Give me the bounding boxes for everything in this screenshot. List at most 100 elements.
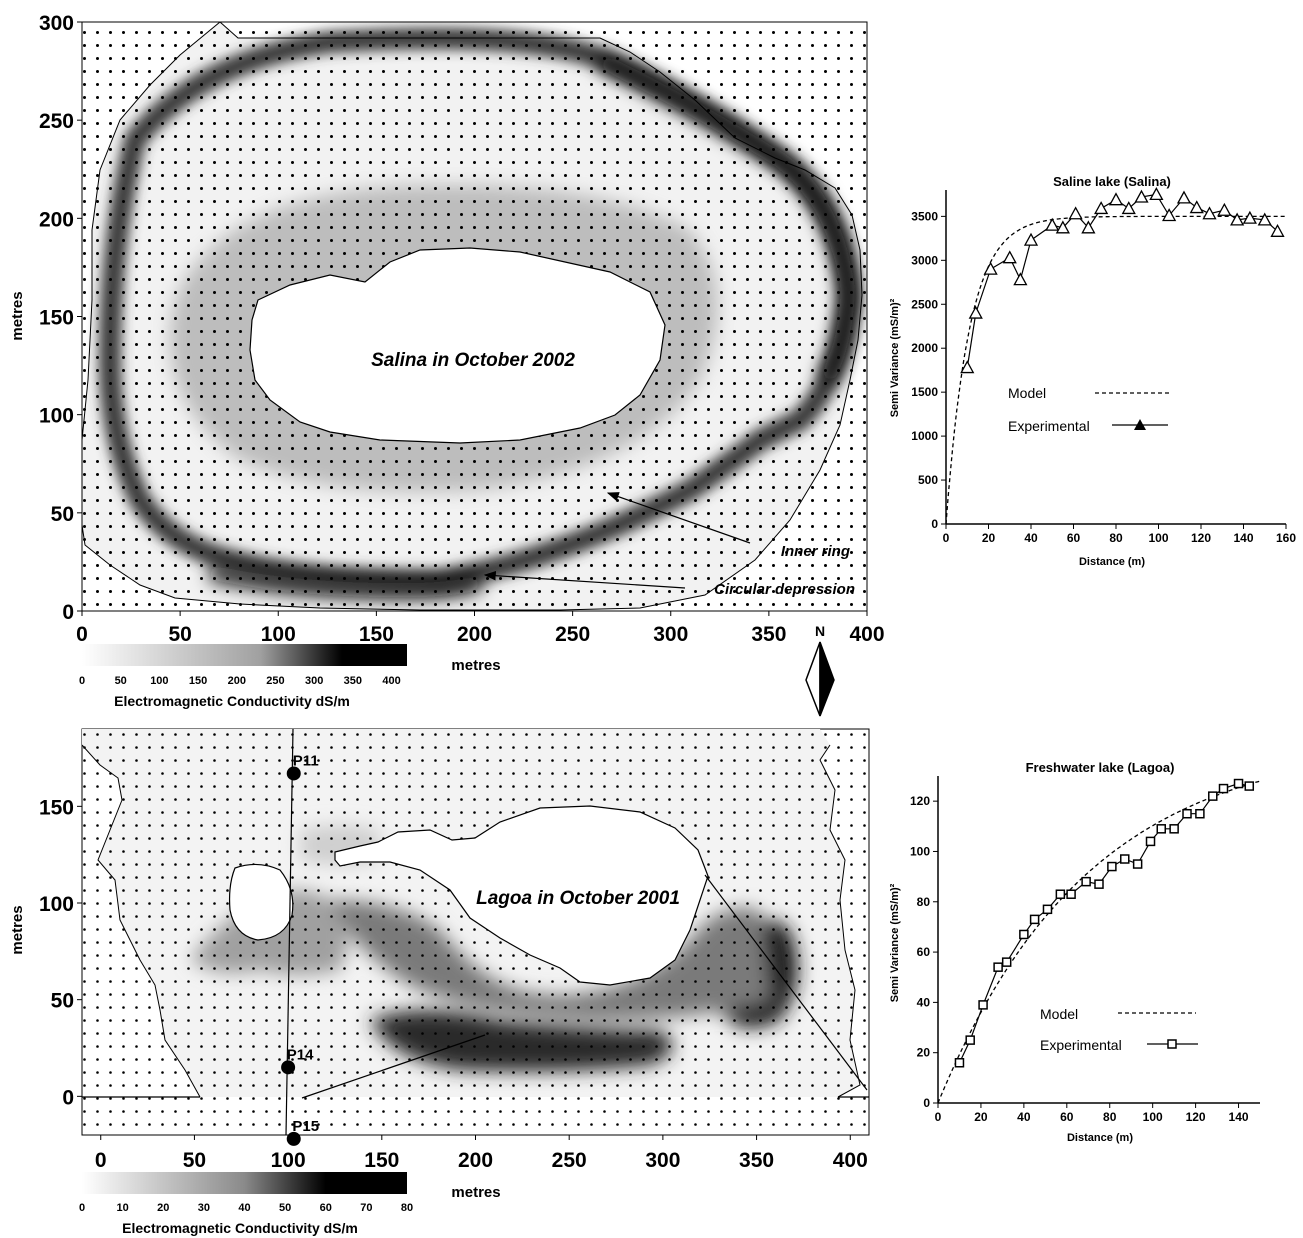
salina-map: Salina in October 2002 Inner ring Circul… <box>9 12 885 709</box>
experimental-point <box>978 1000 988 1010</box>
x-tick-label: 80 <box>1109 531 1123 545</box>
salina-y-axis-label: metres <box>9 291 26 340</box>
experimental-point <box>1019 929 1029 940</box>
sample-point-label: P15 <box>292 1118 319 1135</box>
lagoa-variogram: Freshwater lake (Lagoa) Semi Variance (m… <box>889 760 1261 1144</box>
y-tick-label: 200 <box>39 208 74 231</box>
lagoa-colorbar-ticks: 0 10 20 30 40 50 60 70 80 <box>79 1202 413 1214</box>
experimental-point <box>1169 824 1179 834</box>
salina-variogram-model <box>945 215 1286 525</box>
experimental-point <box>1045 217 1060 231</box>
inner-ring-label: Inner ring <box>781 543 850 560</box>
experimental-point <box>1217 202 1232 216</box>
x-tick-label: 120 <box>1191 531 1211 545</box>
lagoa-variogram-ylabel: Semi Variance (mS/m)² <box>889 883 901 1002</box>
colorbar-tick-label: 70 <box>360 1202 372 1214</box>
legend-experimental-label: Experimental <box>1008 418 1090 434</box>
salina-colorbar <box>82 644 407 666</box>
x-tick-label: 20 <box>982 531 996 545</box>
experimental-point <box>1042 904 1053 915</box>
lagoa-outline <box>82 744 861 1098</box>
transect-diagonal <box>704 874 868 1091</box>
lagoa-y-axis-label: metres <box>9 905 26 954</box>
y-tick-label: 3500 <box>911 209 938 223</box>
y-tick-label: 20 <box>917 1046 931 1060</box>
lagoa-sample-points: P11 P14 P15 <box>281 752 319 1146</box>
colorbar-tick-label: 50 <box>115 675 127 687</box>
experimental-point <box>1134 189 1149 203</box>
experimental-point <box>1081 876 1091 887</box>
experimental-point <box>1120 854 1130 864</box>
experimental-point <box>1094 879 1104 889</box>
lagoa-variogram-title: Freshwater lake (Lagoa) <box>1026 760 1175 775</box>
x-tick-label: 400 <box>833 1149 868 1172</box>
experimental-point <box>968 305 983 319</box>
salina-variogram-title: Saline lake (Salina) <box>1053 174 1171 189</box>
y-tick-label: 80 <box>917 895 931 909</box>
north-label: N <box>815 623 825 639</box>
experimental-point <box>1233 778 1244 789</box>
lagoa-variogram-axes: 0 20 40 60 80 100 120 140 0 20 40 60 80 100 120 <box>910 776 1260 1124</box>
x-tick-label: 200 <box>457 623 492 646</box>
colorbar-tick-label: 50 <box>279 1202 291 1214</box>
y-tick-label: 0 <box>923 1096 930 1110</box>
experimental-point <box>1145 836 1156 847</box>
experimental-point <box>1066 889 1076 899</box>
experimental-point <box>1244 781 1255 791</box>
circular-depression-arrow <box>483 570 686 589</box>
experimental-point <box>1195 808 1205 819</box>
lagoa-variogram-model <box>937 780 1261 1104</box>
lagoa-x-axis-label: metres <box>451 1184 500 1201</box>
experimental-line <box>958 782 1250 1064</box>
transect-short <box>301 1034 486 1099</box>
salina-x-axis: 0 50 100 150 200 250 300 350 400 <box>76 611 885 646</box>
experimental-point <box>1001 957 1012 967</box>
experimental-point <box>1107 861 1117 872</box>
colorbar-tick-label: 100 <box>150 675 168 687</box>
y-tick-label: 250 <box>39 110 74 133</box>
salina-variogram-axes: 0 20 40 60 80 100 120 140 160 0 500 1000 1500 2000 250… <box>911 190 1296 545</box>
y-tick-label: 100 <box>39 893 74 916</box>
experimental-point <box>1002 250 1017 264</box>
experimental-point <box>1023 232 1039 246</box>
experimental-point <box>1208 791 1218 801</box>
experimental-point <box>983 261 998 275</box>
legend-model-label: Model <box>1040 1006 1078 1022</box>
experimental-point <box>1029 914 1040 925</box>
model-curve <box>937 780 1261 1104</box>
x-tick-label: 0 <box>76 623 88 646</box>
x-tick-label: 100 <box>1148 531 1168 545</box>
x-tick-label: 60 <box>1067 531 1081 545</box>
lagoa-colorbar-label: Electromagnetic Conductivity dS/m <box>122 1220 358 1236</box>
experimental-point <box>1270 223 1285 237</box>
circular-depression-label: Circular depression <box>714 581 855 598</box>
colorbar-tick-label: 0 <box>79 1202 85 1214</box>
salina-map-title: Salina in October 2002 <box>371 350 575 371</box>
colorbar-tick-label: 80 <box>401 1202 413 1214</box>
x-tick-label: 0 <box>943 531 950 545</box>
salina-lake-interior <box>249 247 666 444</box>
y-tick-label: 500 <box>918 473 938 487</box>
experimental-point <box>1121 201 1136 215</box>
x-tick-label: 300 <box>653 623 688 646</box>
x-tick-label: 40 <box>1017 1110 1031 1124</box>
model-curve <box>945 215 1286 525</box>
experimental-point <box>1242 210 1257 224</box>
y-tick-label: 0 <box>62 1086 74 1109</box>
north-arrow-right-half <box>819 641 835 717</box>
experimental-point <box>1132 859 1143 869</box>
salina-variogram-experimental <box>960 187 1285 374</box>
colorbar-tick-label: 30 <box>198 1202 210 1214</box>
experimental-point <box>1156 824 1167 834</box>
salina-colorbar-label: Electromagnetic Conductivity dS/m <box>114 693 350 709</box>
salina-variogram-ylabel: Semi Variance (mS/m)² <box>889 298 901 417</box>
x-tick-label: 140 <box>1233 531 1253 545</box>
y-tick-label: 2000 <box>911 341 938 355</box>
experimental-point <box>1162 208 1177 222</box>
colorbar-tick-label: 40 <box>238 1202 250 1214</box>
x-tick-label: 50 <box>183 1149 206 1172</box>
north-arrow-left-half <box>805 641 821 717</box>
x-tick-label: 250 <box>555 623 590 646</box>
